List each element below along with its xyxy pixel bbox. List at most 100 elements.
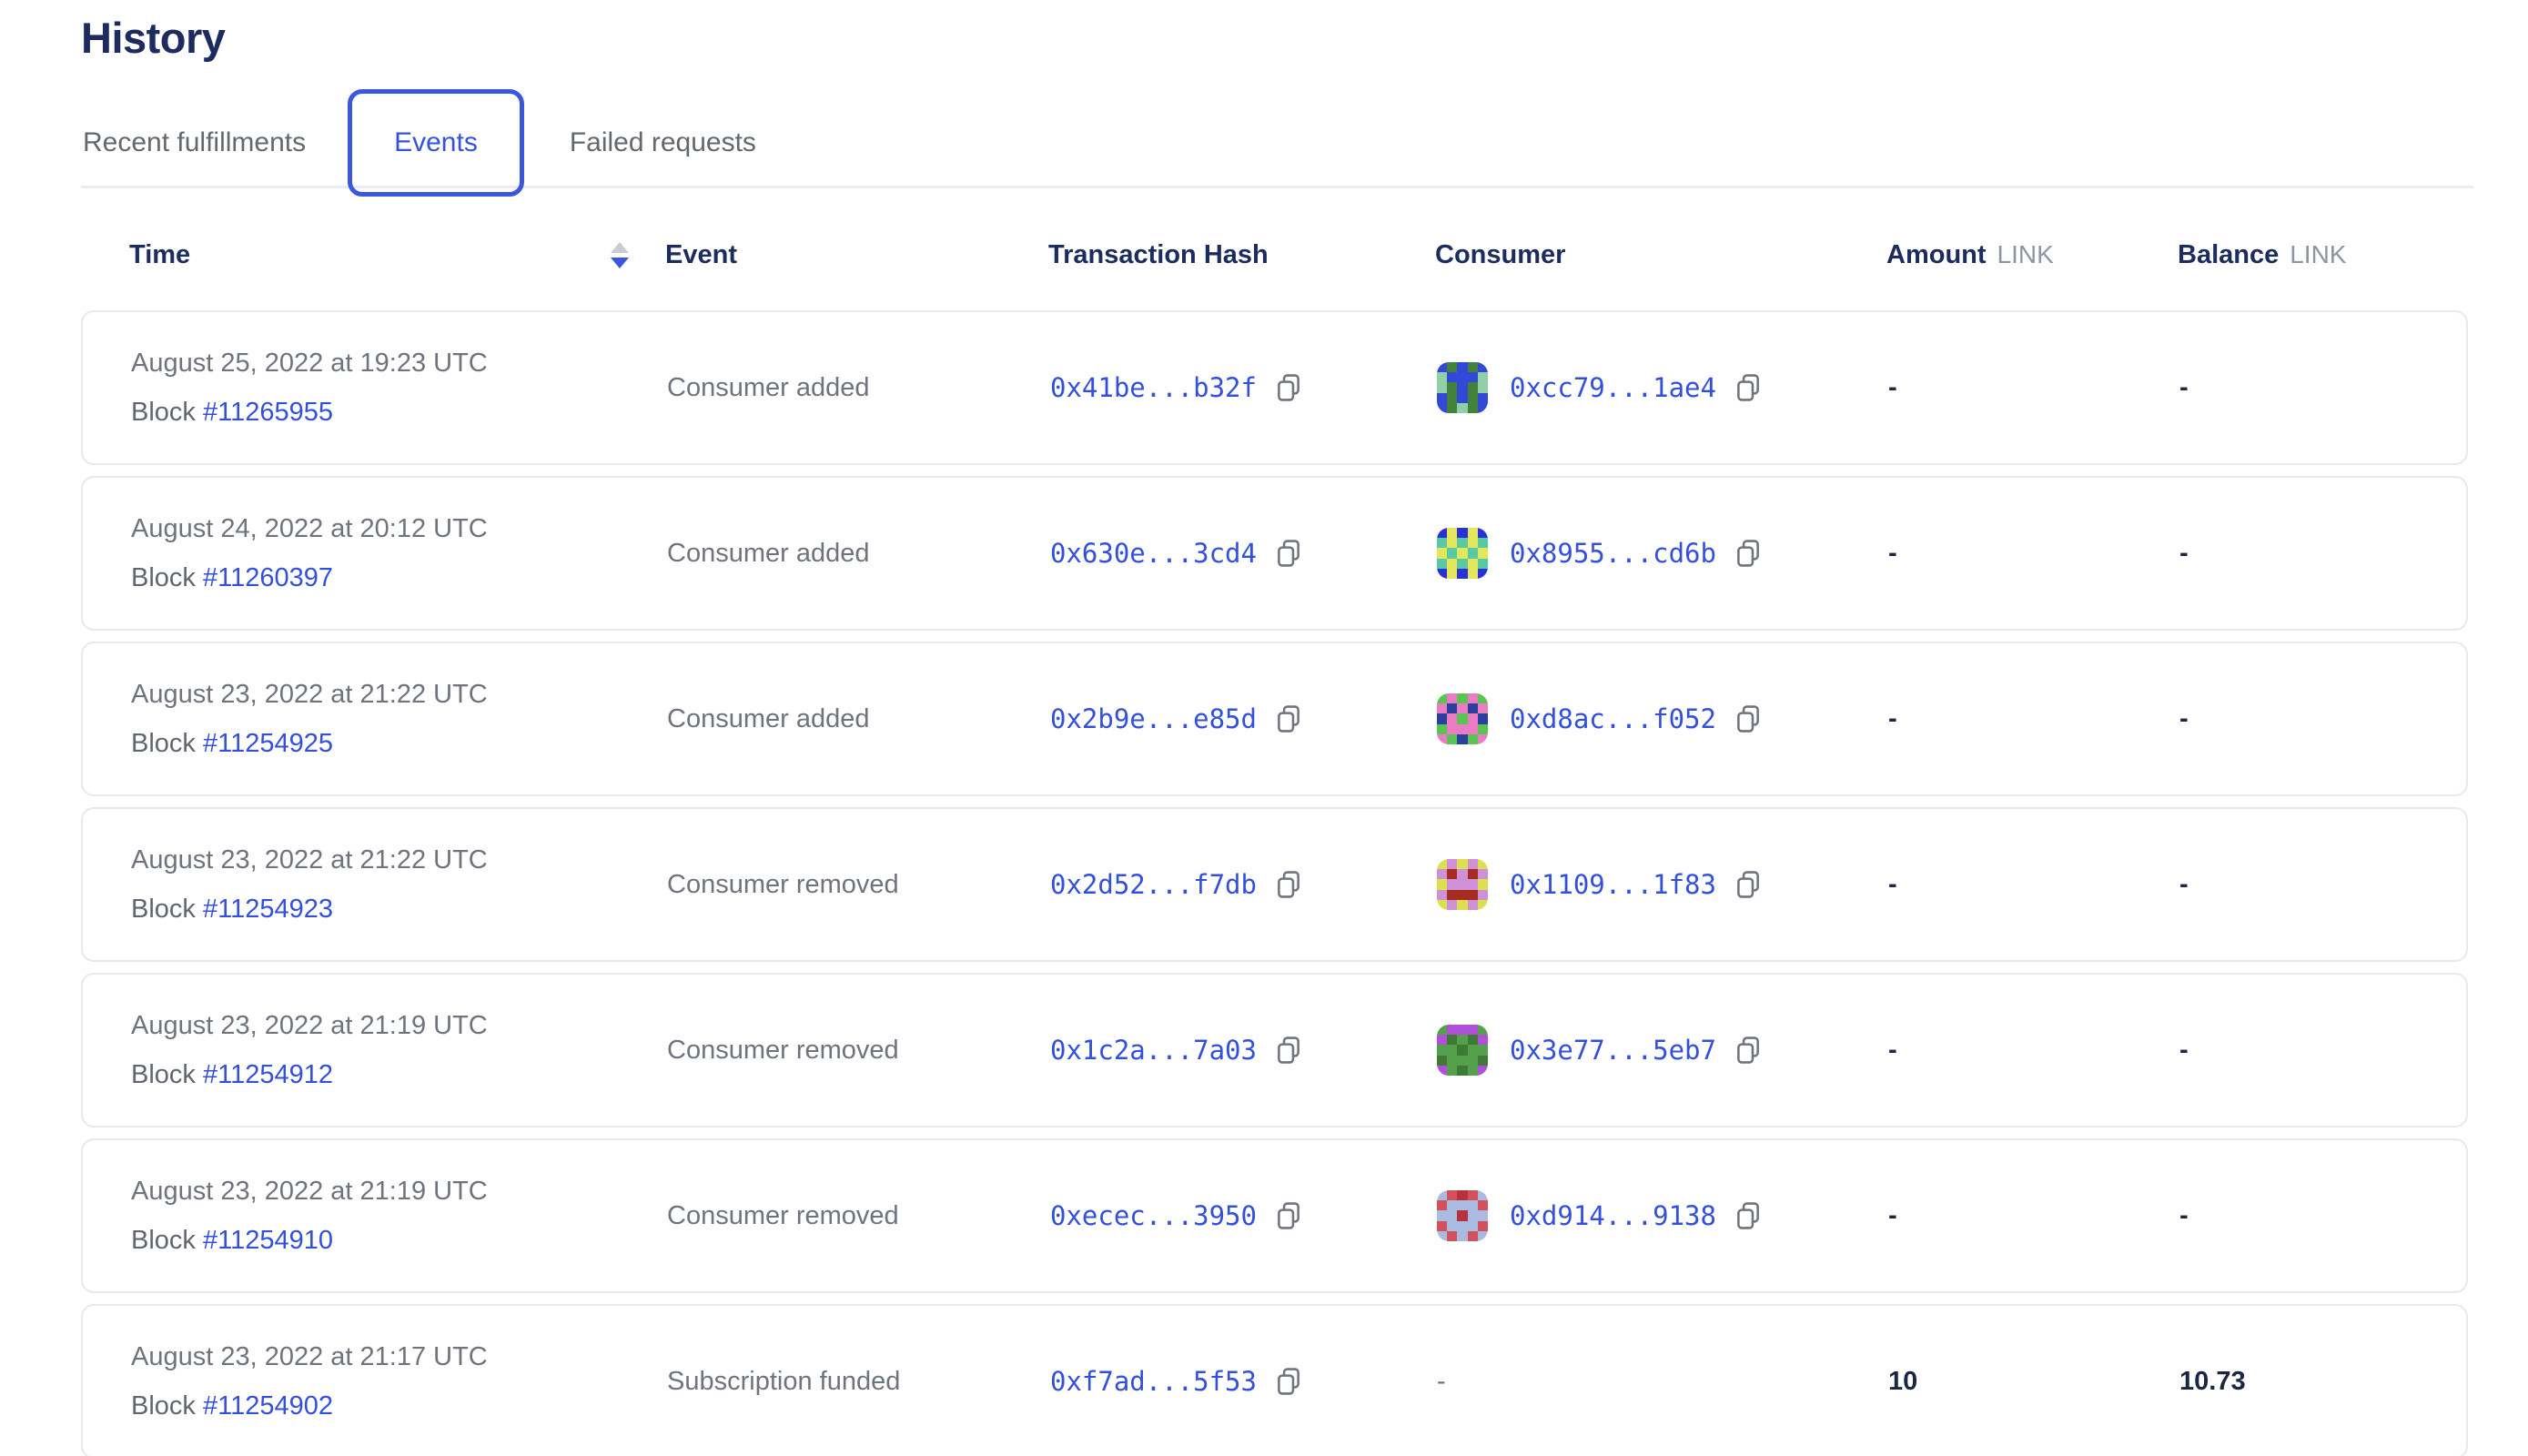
block-number-link[interactable]: #11265955 [202,397,333,427]
tab-recent-fulfillments[interactable]: Recent fulfillments [83,127,307,157]
consumer-address-link[interactable]: 0x8955...cd6b [1510,538,1716,569]
copy-icon [1278,374,1299,401]
event-label: Consumer removed [667,1035,899,1065]
consumer-avatar [1437,528,1488,579]
consumer-avatar [1437,693,1488,744]
block-label: Block [131,562,196,592]
tx-cell: 0x41be...b32f [1050,372,1437,403]
balance-value: - [2179,1035,2189,1065]
consumer-avatar [1437,859,1488,910]
copy-icon [1737,540,1759,567]
copy-tx-button[interactable] [1273,372,1304,403]
block-label: Block [131,1390,196,1421]
copy-tx-button[interactable] [1273,703,1304,734]
balance-value: - [2179,1200,2189,1230]
copy-tx-button[interactable] [1273,869,1304,900]
copy-consumer-button[interactable] [1733,1200,1764,1231]
block-number-link[interactable]: #11260397 [202,562,333,592]
column-header-time-label: Time [129,239,191,269]
tx-hash-link[interactable]: 0xf7ad...5f53 [1050,1366,1257,1397]
balance-value: - [2179,703,2189,733]
tx-hash-link[interactable]: 0x2b9e...e85d [1050,703,1257,734]
copy-icon [1278,1036,1299,1064]
column-header-time: Time [81,238,665,272]
balance-value: 10.73 [2179,1366,2246,1396]
consumer-address-link[interactable]: 0xcc79...1ae4 [1510,372,1716,403]
tx-hash-link[interactable]: 0x630e...3cd4 [1050,538,1257,569]
rows: August 25, 2022 at 19:23 UTC Block #1126… [81,310,2528,1456]
tx-cell: 0x630e...3cd4 [1050,538,1437,569]
tab-events[interactable]: Events [348,89,524,197]
copy-icon [1737,871,1759,898]
column-header-amount-label: Amount [1886,239,1987,269]
tx-cell: 0xecec...3950 [1050,1200,1437,1231]
consumer-address-link[interactable]: 0xd8ac...f052 [1510,703,1716,734]
amount-value: - [1888,538,1897,568]
event-timestamp: August 25, 2022 at 19:23 UTC [131,348,488,378]
consumer-avatar [1437,1025,1488,1076]
copy-tx-button[interactable] [1273,1035,1304,1066]
copy-tx-button[interactable] [1273,1200,1304,1231]
balance-unit-label: LINK [2290,239,2347,268]
column-header-balance: Balance LINK [2178,240,2468,270]
table-row: August 25, 2022 at 19:23 UTC Block #1126… [81,310,2468,465]
consumer-address-link[interactable]: 0xd914...9138 [1510,1200,1716,1231]
copy-icon [1737,1202,1759,1229]
block-number-link[interactable]: #11254923 [202,894,333,924]
copy-consumer-button[interactable] [1733,538,1764,569]
copy-icon [1737,1036,1759,1064]
event-timestamp: August 23, 2022 at 21:17 UTC [131,1341,488,1371]
table-header: Time Event Transaction Hash Consumer Amo… [81,199,2468,310]
tab-failed-requests[interactable]: Failed requests [569,127,756,157]
table-row: August 23, 2022 at 21:17 UTC Block #1125… [81,1304,2468,1456]
tx-hash-link[interactable]: 0x2d52...f7db [1050,869,1257,900]
copy-consumer-button[interactable] [1733,1035,1764,1066]
block-line: Block #11265955 [131,398,667,428]
copy-consumer-button[interactable] [1733,372,1764,403]
time-cell: August 23, 2022 at 21:19 UTC Block #1125… [83,1177,667,1256]
copy-consumer-button[interactable] [1733,703,1764,734]
event-label: Consumer added [667,538,870,568]
column-header-event: Event [665,239,737,269]
table-row: August 23, 2022 at 21:22 UTC Block #1125… [81,642,2468,796]
column-header-amount: Amount LINK [1886,240,2178,270]
consumer-avatar [1437,1190,1488,1241]
copy-icon [1278,540,1299,567]
sort-time-button[interactable] [607,238,632,272]
event-timestamp: August 23, 2022 at 21:19 UTC [131,1176,488,1206]
table-row: August 23, 2022 at 21:22 UTC Block #1125… [81,807,2468,962]
tx-hash-link[interactable]: 0x1c2a...7a03 [1050,1035,1257,1066]
amount-value: - [1888,703,1897,733]
sort-descending-icon [611,257,629,268]
consumer-cell: 0x1109...1f83 [1437,859,1888,910]
consumer-group: 0x1109...1f83 [1437,859,1764,910]
block-number-link[interactable]: #11254912 [202,1059,333,1089]
copy-tx-button[interactable] [1273,538,1304,569]
block-number-link[interactable]: #11254925 [202,728,333,758]
table-row: August 23, 2022 at 21:19 UTC Block #1125… [81,973,2468,1127]
tabs-divider [81,186,2473,188]
consumer-address-link[interactable]: 0x3e77...5eb7 [1510,1035,1716,1066]
amount-value: - [1888,1035,1897,1065]
event-label: Consumer added [667,372,870,402]
column-header-balance-label: Balance [2178,239,2280,269]
event-timestamp: August 23, 2022 at 21:22 UTC [131,844,488,875]
copy-icon [1278,705,1299,733]
consumer-cell: 0xd8ac...f052 [1437,693,1888,744]
tx-cell: 0x2d52...f7db [1050,869,1437,900]
block-number-link[interactable]: #11254910 [202,1225,333,1255]
tx-hash-link[interactable]: 0x41be...b32f [1050,372,1257,403]
column-header-tx: Transaction Hash [1048,239,1269,269]
block-number-link[interactable]: #11254902 [202,1390,333,1421]
copy-consumer-button[interactable] [1733,869,1764,900]
copy-tx-button[interactable] [1273,1366,1304,1397]
consumer-address-link[interactable]: 0x1109...1f83 [1510,869,1716,900]
consumer-cell: 0xcc79...1ae4 [1437,362,1888,413]
tx-hash-link[interactable]: 0xecec...3950 [1050,1200,1257,1231]
event-label: Consumer removed [667,869,899,899]
table-row: August 23, 2022 at 21:19 UTC Block #1125… [81,1138,2468,1293]
event-timestamp: August 24, 2022 at 20:12 UTC [131,513,488,543]
tab-bar: Recent fulfillments Events Failed reques… [81,86,2528,199]
event-label: Consumer added [667,703,870,733]
event-timestamp: August 23, 2022 at 21:22 UTC [131,679,488,709]
